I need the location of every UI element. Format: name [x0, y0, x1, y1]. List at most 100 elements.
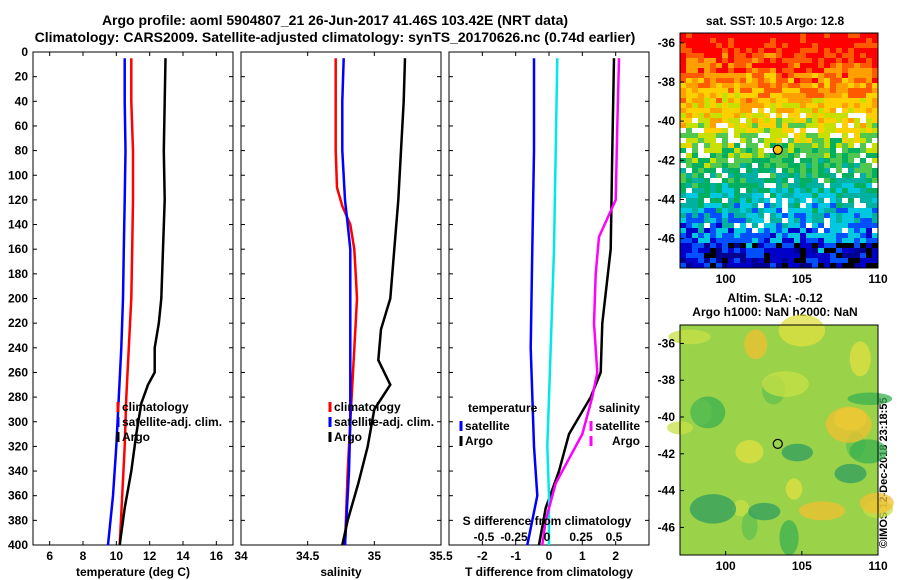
sst-cell: [788, 63, 794, 68]
sst-cell: [746, 143, 752, 148]
sst-cell: [752, 238, 758, 243]
sst-cell: [788, 203, 794, 208]
sst-cell: [746, 98, 752, 103]
sst-cell: [782, 183, 788, 188]
sst-cell: [680, 113, 686, 118]
sst-cell: [686, 38, 692, 43]
sst-cell: [764, 148, 770, 153]
sst-cell: [872, 198, 878, 203]
sst-cell: [824, 138, 830, 143]
sst-cell: [800, 58, 806, 63]
sst-cell: [698, 203, 704, 208]
sst-cell: [776, 73, 782, 78]
sst-cell: [704, 233, 710, 238]
sst-cell: [752, 93, 758, 98]
sst-cell: [788, 243, 794, 248]
sst-cell: [854, 73, 860, 78]
sst-cell: [812, 148, 818, 153]
sst-cell: [836, 188, 842, 193]
sst-cell: [866, 138, 872, 143]
sst-cell: [824, 48, 830, 53]
sst-cell: [770, 93, 776, 98]
sst-cell: [722, 63, 728, 68]
sst-cell: [788, 253, 794, 258]
sst-cell: [698, 223, 704, 228]
sst-cell: [788, 128, 794, 133]
sst-cell: [824, 53, 830, 58]
sst-cell: [830, 158, 836, 163]
sst-cell: [698, 148, 704, 153]
sst-cell: [806, 233, 812, 238]
sst-cell: [764, 243, 770, 248]
depth-tick-label: 180: [8, 267, 28, 281]
sst-cell: [872, 208, 878, 213]
sst-cell: [680, 93, 686, 98]
sst-cell: [716, 48, 722, 53]
sst-cell: [830, 53, 836, 58]
sst-cell: [836, 168, 842, 173]
sst-cell: [686, 63, 692, 68]
sst-cell: [680, 103, 686, 108]
temperature-xtick-label: 14: [176, 549, 190, 563]
sst-cell: [734, 253, 740, 258]
sst-cell: [806, 53, 812, 58]
altimetry-map-subtitle: Argo h1000: NaN h2000: NaN: [692, 305, 858, 319]
sst-cell: [710, 148, 716, 153]
sst-cell: [830, 43, 836, 48]
sst-cell: [860, 173, 866, 178]
sst-cell: [740, 83, 746, 88]
sst-cell: [776, 168, 782, 173]
sst-cell: [806, 123, 812, 128]
sst-cell: [764, 108, 770, 113]
sst-cell: [692, 263, 698, 268]
sst-cell: [848, 198, 854, 203]
sst-cell: [800, 248, 806, 253]
sst-cell: [686, 158, 692, 163]
sst-cell: [806, 248, 812, 253]
sst-cell: [824, 118, 830, 123]
sst-cell: [872, 218, 878, 223]
sst-cell: [698, 93, 704, 98]
sst-cell: [752, 138, 758, 143]
sst-cell: [866, 93, 872, 98]
sst-cell: [770, 193, 776, 198]
sst-cell: [734, 168, 740, 173]
sst-cell: [836, 83, 842, 88]
sst-cell: [734, 213, 740, 218]
sst-cell: [860, 33, 866, 38]
sst-cell: [800, 118, 806, 123]
sst-cell: [740, 78, 746, 83]
sst-cell: [764, 128, 770, 133]
sst-cell: [752, 98, 758, 103]
sst-cell: [836, 193, 842, 198]
sst-cell: [782, 173, 788, 178]
salinity-legend-label: satellite-adj. clim.: [334, 415, 434, 429]
sst-cell: [800, 123, 806, 128]
sst-cell: [728, 98, 734, 103]
sst-cell: [746, 73, 752, 78]
sst-cell: [758, 188, 764, 193]
sst-cell: [776, 118, 782, 123]
sst-cell: [752, 243, 758, 248]
sst-cell: [734, 98, 740, 103]
sst-cell: [764, 123, 770, 128]
sst-cell: [680, 58, 686, 63]
sst-cell: [692, 208, 698, 213]
sst-cell: [866, 123, 872, 128]
sst-cell: [824, 58, 830, 63]
sst-cell: [848, 188, 854, 193]
sst-cell: [794, 203, 800, 208]
sst-cell: [800, 228, 806, 233]
sst-cell: [734, 153, 740, 158]
sst-cell: [722, 88, 728, 93]
sst-cell: [818, 173, 824, 178]
sst-cell: [812, 108, 818, 113]
sst-cell: [758, 93, 764, 98]
sst-cell: [680, 218, 686, 223]
temperature-panel: 0204060801001201401601802002202402602803…: [8, 45, 234, 579]
sst-cell: [710, 168, 716, 173]
sst-cell: [854, 243, 860, 248]
sst-cell: [824, 108, 830, 113]
sst-cell: [848, 213, 854, 218]
sst-cell: [872, 193, 878, 198]
